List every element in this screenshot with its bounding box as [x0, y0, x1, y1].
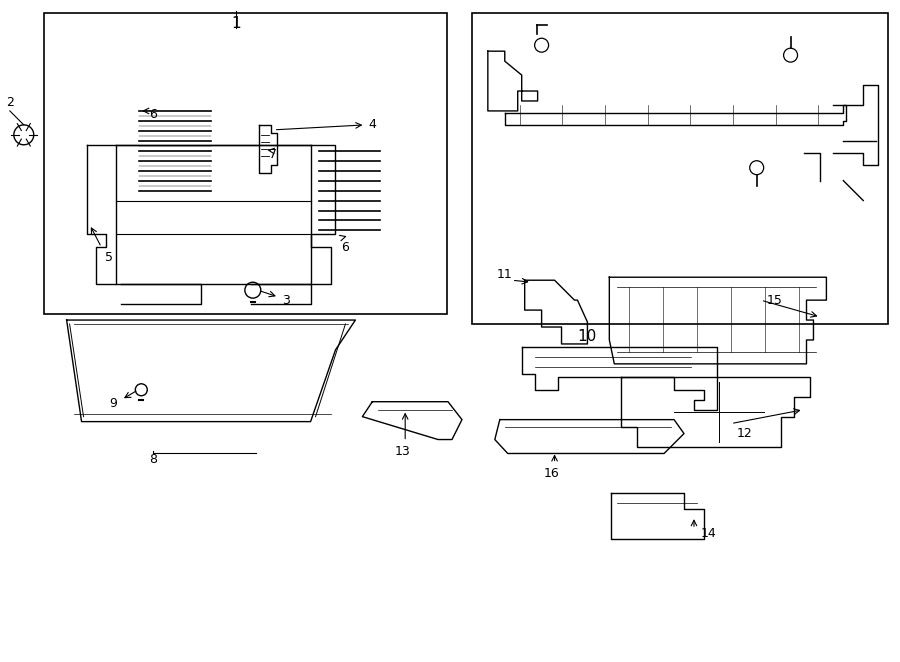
Text: 10: 10	[578, 330, 597, 344]
Text: 13: 13	[394, 445, 410, 458]
Text: 11: 11	[497, 267, 513, 281]
Text: 4: 4	[368, 118, 376, 131]
Bar	[44, 13, 447, 314]
Bar	[472, 13, 888, 324]
Text: 7: 7	[269, 148, 276, 162]
Text: 2: 2	[6, 97, 14, 109]
Text: 5: 5	[105, 251, 113, 264]
Text: 16: 16	[544, 467, 560, 480]
Text: 3: 3	[282, 294, 290, 307]
Text: 6: 6	[341, 241, 349, 254]
Text: 12: 12	[737, 427, 752, 440]
Text: 8: 8	[149, 453, 158, 466]
Text: 9: 9	[110, 397, 117, 410]
Text: 1: 1	[231, 16, 240, 31]
Text: 6: 6	[149, 109, 158, 121]
Text: 15: 15	[767, 294, 782, 307]
Text: 14: 14	[701, 527, 716, 540]
